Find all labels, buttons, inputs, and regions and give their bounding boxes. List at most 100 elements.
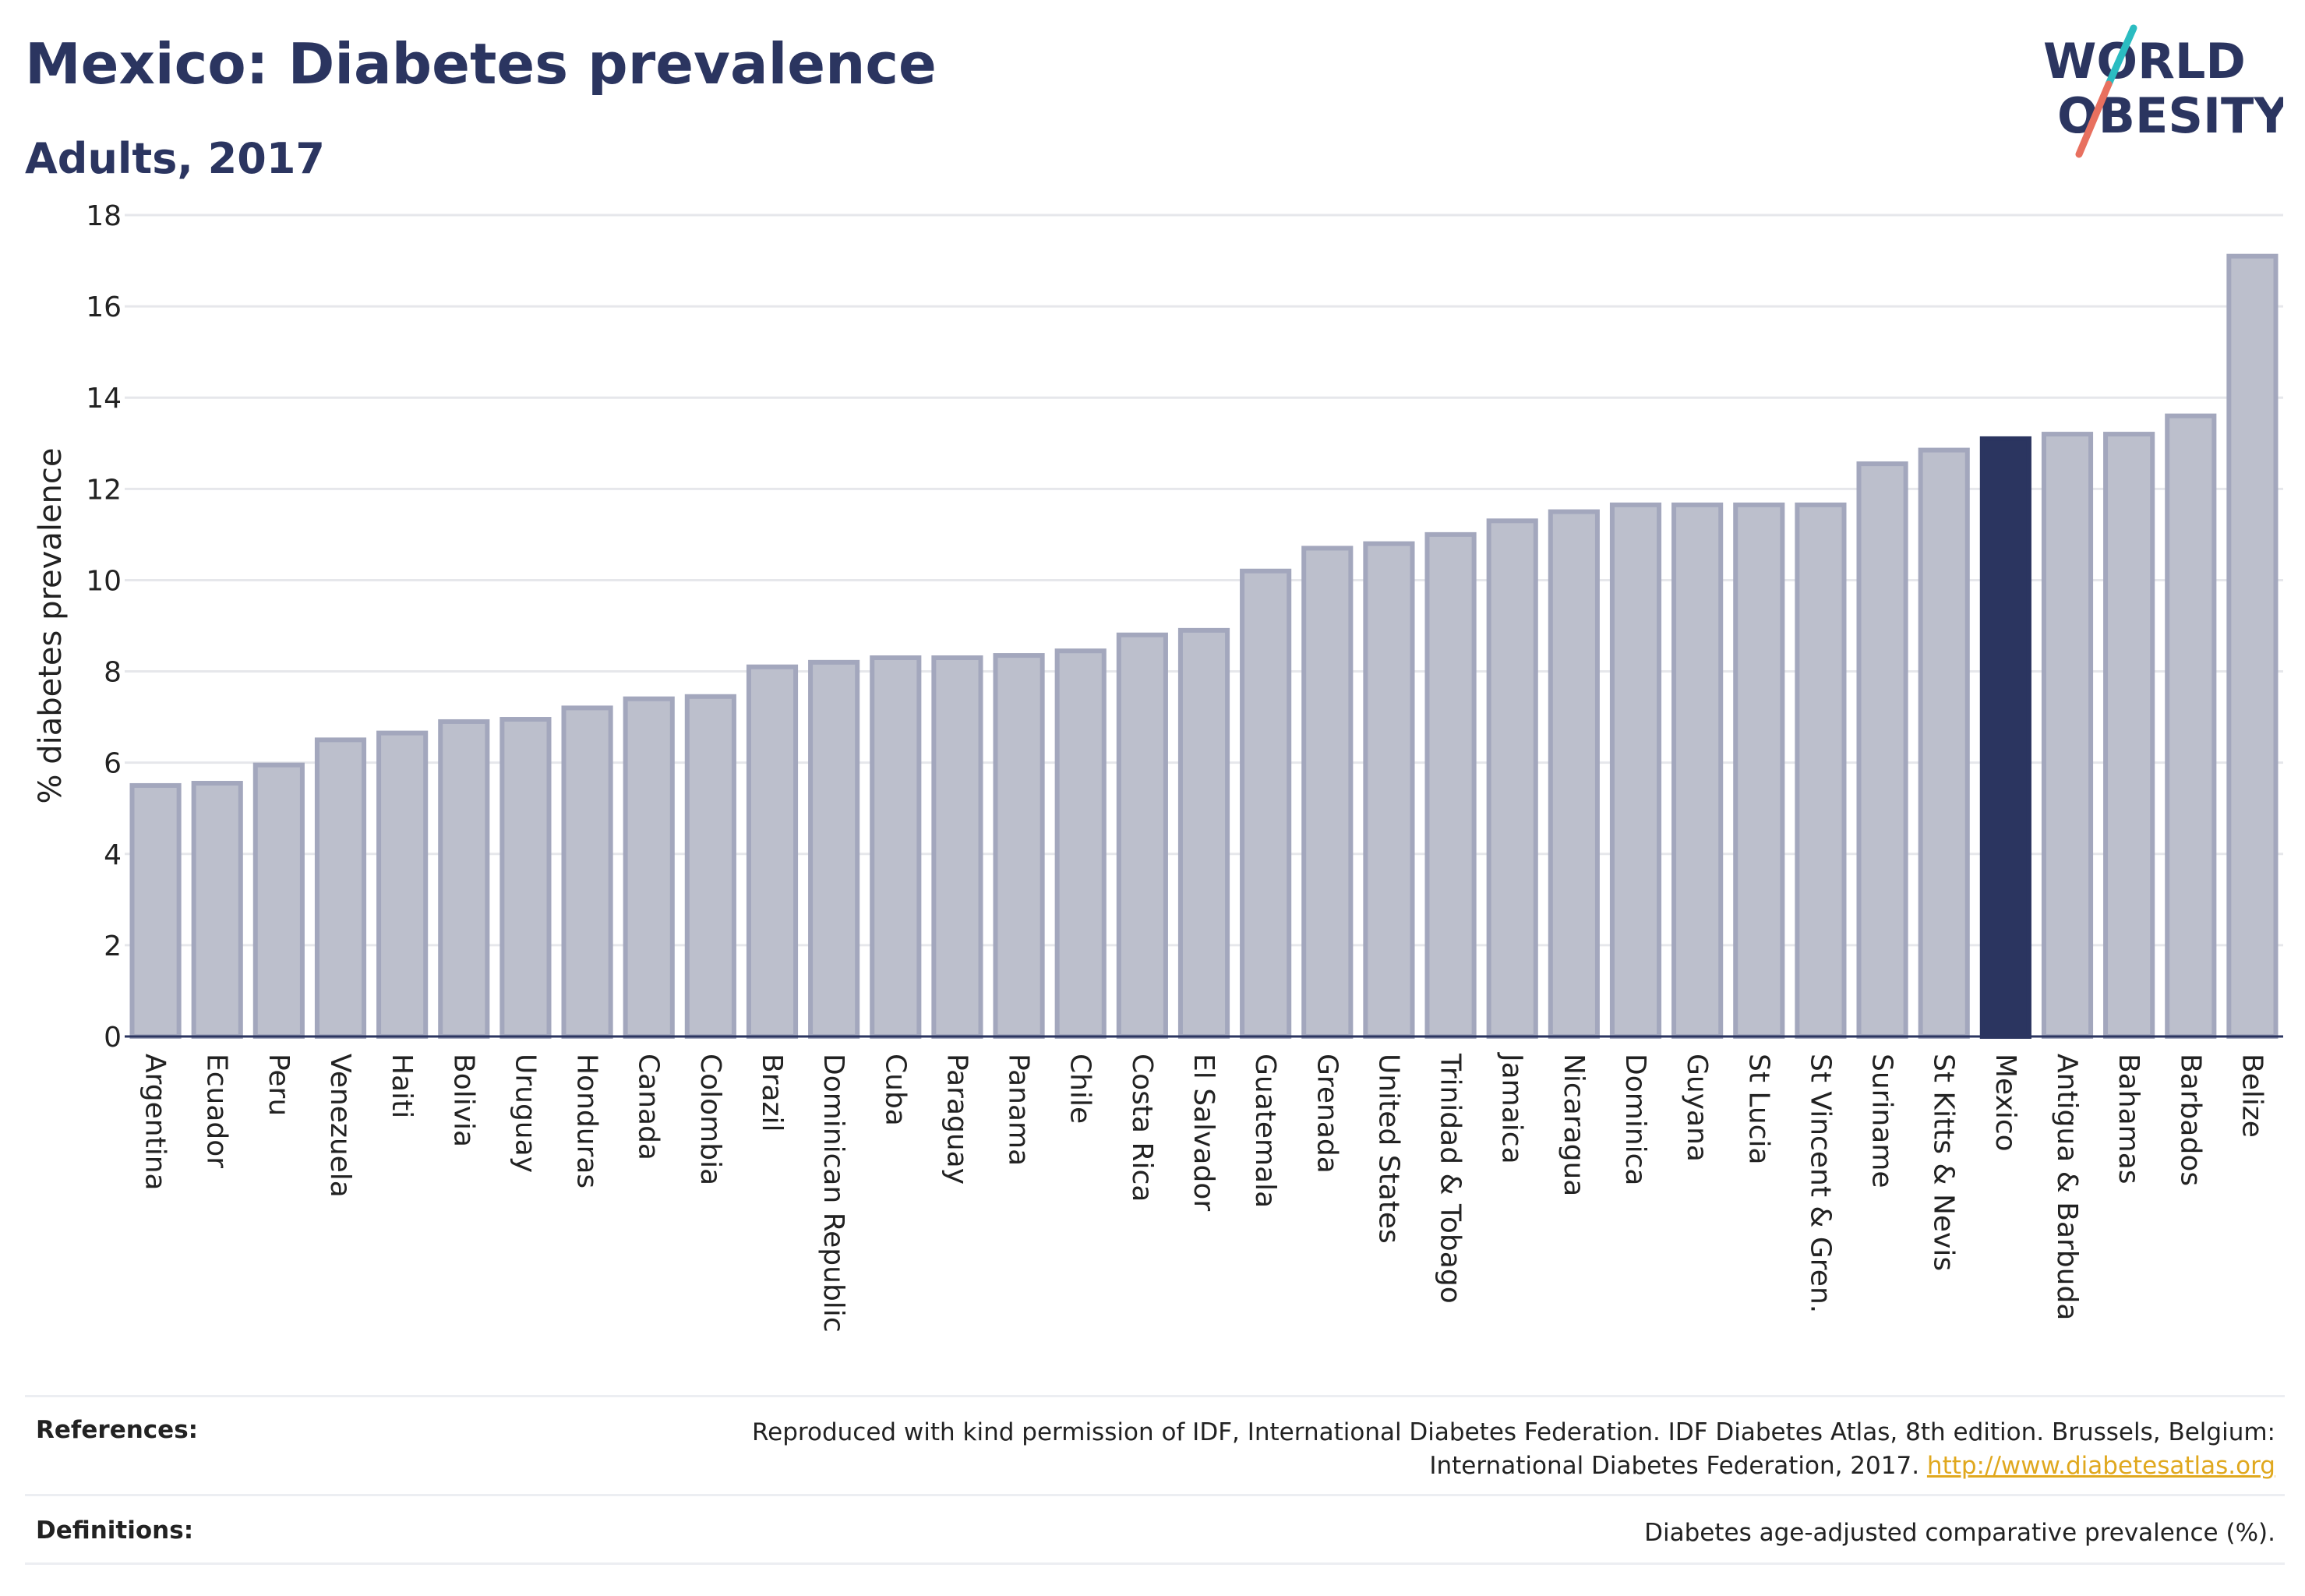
- x-tick-label: Uruguay: [509, 1054, 541, 1173]
- y-tick-label: 16: [86, 291, 122, 323]
- y-axis-ticks: 0 2 4 6 8 10 12 14 16 18: [86, 200, 122, 1054]
- references-text-line1: Reproduced with kind permission of IDF, …: [752, 1418, 2275, 1446]
- references-row: References: Reproduced with kind permiss…: [25, 1395, 2285, 1494]
- y-tick-label: 8: [104, 657, 122, 689]
- x-tick-label: Belize: [2236, 1054, 2268, 1138]
- x-tick-label: Guatemala: [1249, 1054, 1281, 1208]
- bar: [314, 737, 367, 1040]
- bar-chart: 0 2 4 6 8 10 12 14 16 18 Argentina Ecuador Peru Vene…: [33, 200, 2283, 1333]
- bar: [1424, 531, 1477, 1039]
- bar: [376, 730, 429, 1039]
- bar: [499, 717, 552, 1039]
- bar: [684, 694, 736, 1039]
- x-tick-label: Cuba: [879, 1054, 911, 1126]
- bar: [191, 781, 243, 1039]
- bar: [931, 655, 983, 1039]
- x-tick-label: Chile: [1064, 1054, 1096, 1124]
- definitions-label: Definitions:: [36, 1517, 194, 1545]
- definitions-row: Definitions: Diabetes age-adjusted compa…: [25, 1494, 2285, 1565]
- x-tick-label: Antigua & Barbuda: [2051, 1054, 2083, 1320]
- bar: [993, 653, 1045, 1039]
- bar: [746, 664, 799, 1039]
- y-tick-label: 4: [104, 839, 122, 871]
- chart-title: Mexico: Diabetes prevalence: [25, 31, 937, 97]
- x-tick-label: Trinidad & Tobago: [1435, 1053, 1467, 1304]
- bar: [438, 719, 490, 1039]
- y-tick-label: 2: [104, 930, 122, 962]
- x-tick-label: Dominica: [1619, 1054, 1651, 1186]
- bar: [1177, 627, 1230, 1039]
- x-tick-label: Ecuador: [201, 1054, 233, 1168]
- bar: [1918, 447, 1970, 1039]
- x-tick-label: El Salvador: [1188, 1054, 1220, 1211]
- x-tick-label: Dominican Republic: [817, 1054, 849, 1333]
- bar: [1486, 518, 1538, 1039]
- bar: [2103, 432, 2155, 1039]
- footer: References: Reproduced with kind permiss…: [25, 1395, 2285, 1565]
- x-tick-label: Jamaica: [1496, 1052, 1528, 1164]
- bar: [1301, 546, 1354, 1039]
- x-tick-label: Canada: [633, 1054, 665, 1160]
- bar: [1671, 502, 1724, 1039]
- x-tick-label: Colombia: [694, 1054, 726, 1185]
- x-tick-label: Mexico: [1989, 1054, 2021, 1152]
- y-tick-label: 12: [86, 474, 122, 506]
- x-axis-labels: Argentina Ecuador Peru Venezuela Haiti Bolivi…: [139, 1052, 2268, 1333]
- logo-slash-coral: [2075, 80, 2113, 158]
- x-tick-label: Suriname: [1866, 1054, 1898, 1188]
- bar: [1548, 509, 1600, 1039]
- bar: [870, 655, 922, 1039]
- x-tick-label: St Lucia: [1742, 1054, 1774, 1165]
- references-text: Reproduced with kind permission of IDF, …: [752, 1416, 2285, 1486]
- x-tick-label: St Vincent & Gren.: [1804, 1054, 1836, 1313]
- logo-word-world: WORLD: [2043, 33, 2246, 90]
- x-tick-label: United States: [1372, 1054, 1404, 1244]
- bar: [2226, 253, 2279, 1039]
- bar: [2041, 432, 2094, 1039]
- x-tick-label: Venezuela: [324, 1054, 356, 1198]
- x-tick-label: Paraguay: [941, 1054, 972, 1185]
- x-tick-label: Nicaragua: [1558, 1054, 1590, 1196]
- bar: [1363, 541, 1415, 1039]
- bar: [252, 762, 305, 1039]
- x-tick-label: Barbados: [2174, 1054, 2206, 1186]
- bar: [1979, 436, 2031, 1039]
- y-tick-label: 0: [104, 1022, 122, 1054]
- bar: [1795, 502, 1847, 1039]
- bars: [129, 253, 2279, 1040]
- x-tick-label: Argentina: [139, 1054, 171, 1191]
- x-tick-label: Bahamas: [2113, 1054, 2144, 1185]
- y-tick-label: 6: [104, 748, 122, 780]
- x-tick-label: St Kitts & Nevis: [1928, 1054, 1960, 1271]
- y-axis-title: % diabetes prevalence: [33, 447, 69, 803]
- y-tick-label: 10: [86, 565, 122, 597]
- x-tick-label: Peru: [263, 1054, 295, 1116]
- bar: [623, 696, 675, 1039]
- definitions-text: Diabetes age-adjusted comparative preval…: [1644, 1519, 2275, 1547]
- references-label: References:: [36, 1416, 199, 1444]
- x-tick-label: Brazil: [756, 1054, 788, 1132]
- x-tick-label: Costa Rica: [1126, 1054, 1158, 1202]
- bar: [1609, 502, 1662, 1039]
- references-link[interactable]: http://www.diabetesatlas.org: [1926, 1452, 2275, 1480]
- x-tick-label: Panama: [1003, 1054, 1035, 1166]
- chart-subtitle: Adults, 2017: [25, 134, 325, 183]
- x-tick-label: Guyana: [1681, 1054, 1713, 1162]
- logo-slash-teal: [2105, 24, 2137, 88]
- x-tick-label: Grenada: [1311, 1054, 1343, 1174]
- x-tick-label: Honduras: [571, 1054, 603, 1188]
- y-tick-label: 18: [86, 200, 122, 232]
- x-tick-label: Bolivia: [447, 1054, 479, 1147]
- bar: [1054, 648, 1107, 1039]
- bar: [561, 705, 613, 1040]
- bar: [1733, 502, 1785, 1039]
- y-tick-label: 14: [86, 383, 122, 415]
- bar: [808, 659, 860, 1039]
- bar: [129, 782, 182, 1039]
- bar: [1240, 568, 1292, 1039]
- world-obesity-logo: WORLD OBESITY: [2043, 24, 2283, 158]
- references-text-line2: International Diabetes Federation, 2017.: [1429, 1452, 1920, 1480]
- bar: [1856, 461, 1908, 1039]
- bar: [1116, 632, 1168, 1039]
- bar: [2165, 413, 2217, 1039]
